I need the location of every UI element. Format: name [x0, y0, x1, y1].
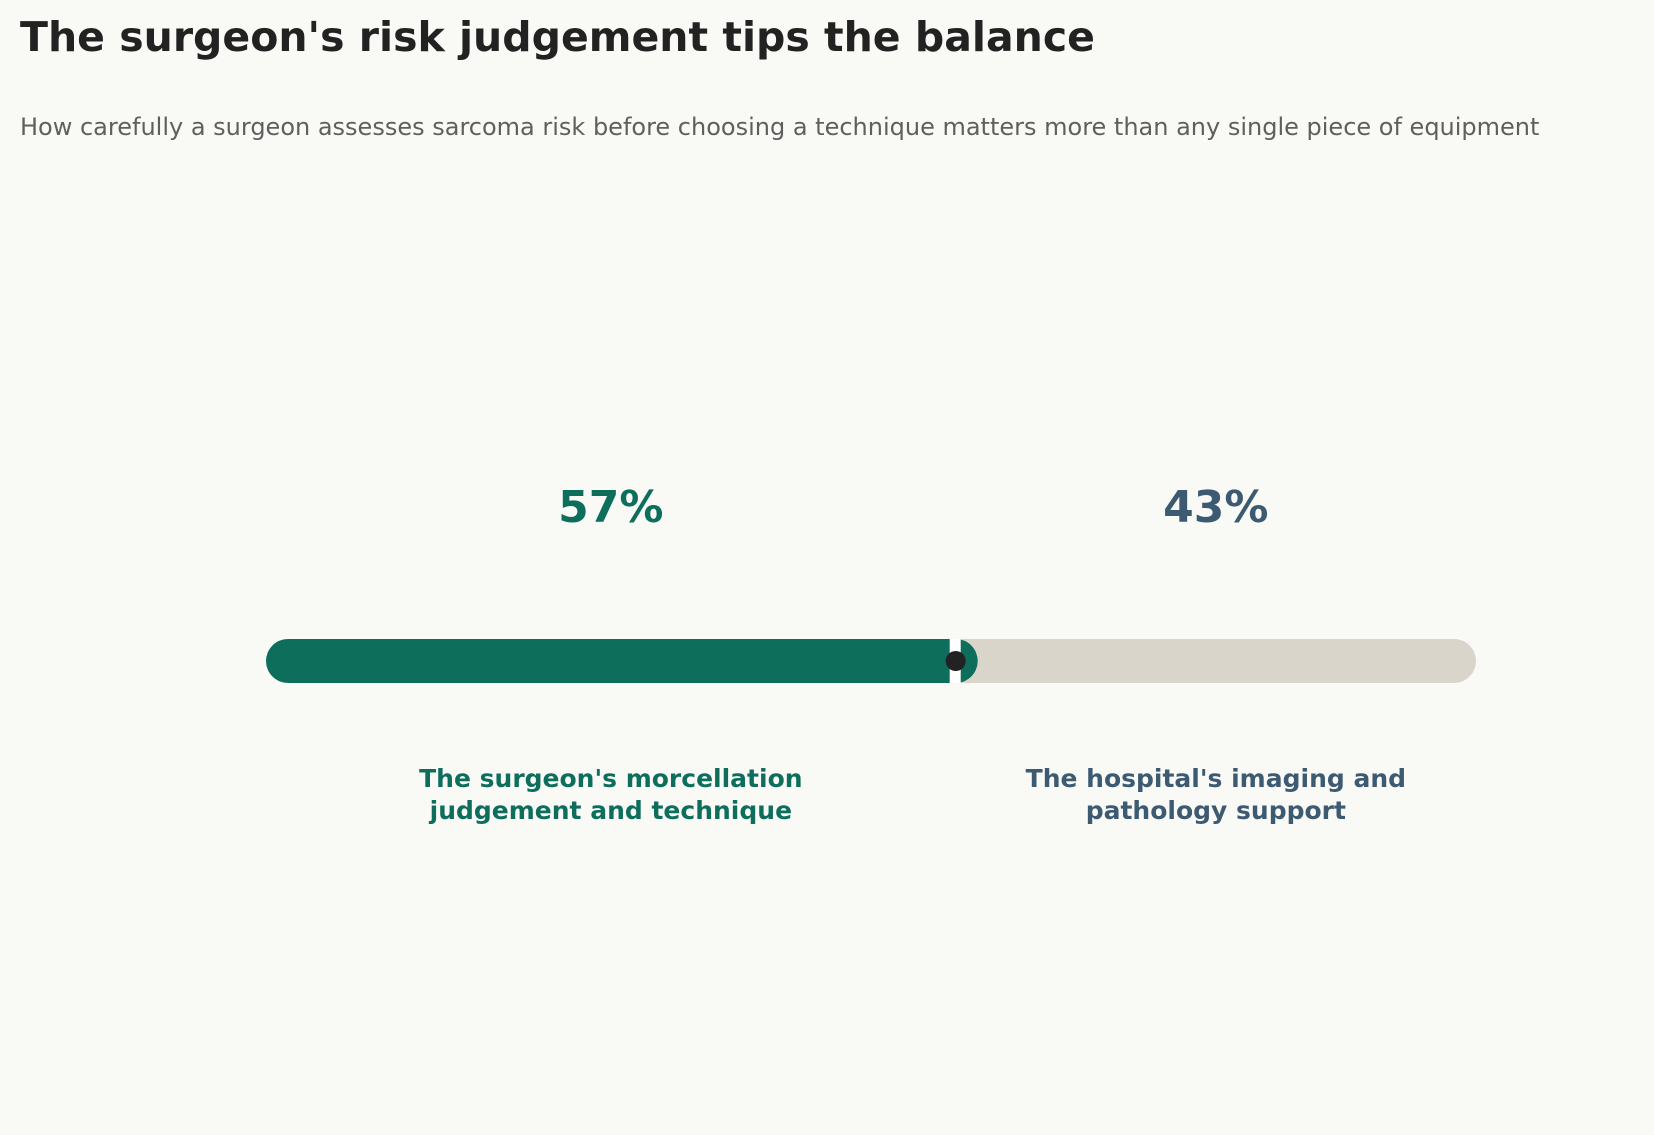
- bar-segment: [955, 639, 1476, 683]
- bar-segment: [266, 639, 956, 683]
- value-label: 43%: [1163, 482, 1268, 533]
- pivot: [945, 651, 966, 671]
- chart-title: The surgeon's risk judgement tips the ba…: [20, 13, 1095, 61]
- chart-subtitle: How carefully a surgeon assesses sarcoma…: [20, 113, 1539, 141]
- category-label: The hospital's imaging and pathology supp…: [1026, 764, 1406, 825]
- pivot-cap: [955, 639, 978, 683]
- category-label: The surgeon's morcellation judgement and …: [419, 764, 802, 825]
- value-label: 57%: [558, 482, 663, 533]
